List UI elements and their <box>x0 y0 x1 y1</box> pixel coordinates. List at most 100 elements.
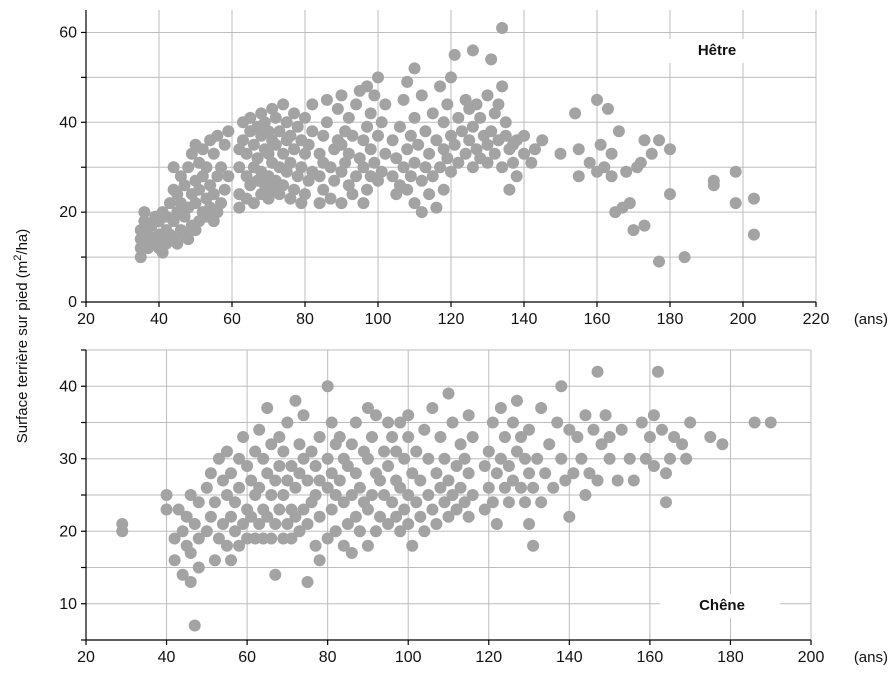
data-point <box>466 120 479 133</box>
data-point <box>339 156 352 169</box>
data-point <box>208 554 221 567</box>
data-point <box>261 510 274 523</box>
data-point <box>653 255 666 268</box>
data-point <box>378 489 391 501</box>
data-point <box>426 503 439 516</box>
data-point <box>393 120 406 133</box>
data-point <box>253 481 266 494</box>
panel-label-background <box>660 594 780 618</box>
data-point <box>324 161 337 174</box>
data-point <box>171 237 184 250</box>
data-point <box>494 402 507 414</box>
data-point <box>182 233 195 246</box>
data-point <box>418 525 431 538</box>
data-point <box>527 481 540 494</box>
data-point <box>245 474 258 487</box>
data-point <box>404 129 417 142</box>
data-point <box>415 174 428 187</box>
data-point <box>398 452 411 465</box>
data-point <box>474 111 487 124</box>
data-point <box>335 197 348 210</box>
data-point <box>167 215 180 228</box>
data-point <box>454 481 467 494</box>
data-point <box>567 467 580 480</box>
data-point <box>220 445 233 458</box>
x-tick-label: 40 <box>158 649 176 666</box>
data-point <box>196 143 209 156</box>
data-point <box>583 467 596 480</box>
data-point <box>293 438 306 451</box>
data-point <box>655 423 668 436</box>
data-point <box>237 518 250 530</box>
data-point <box>302 138 315 151</box>
data-point <box>422 489 435 501</box>
data-point <box>490 518 503 530</box>
data-point <box>452 111 465 124</box>
panel-label: Hêtre <box>698 42 736 59</box>
data-point <box>523 423 536 436</box>
data-point <box>215 161 228 174</box>
data-point <box>211 206 224 219</box>
data-point <box>361 503 374 516</box>
data-point <box>374 474 387 487</box>
data-point <box>402 518 415 530</box>
data-point <box>168 532 181 545</box>
data-point <box>623 197 636 210</box>
panel-label-background <box>660 39 775 63</box>
data-point <box>591 365 604 378</box>
data-point <box>572 170 585 183</box>
data-point <box>455 125 468 138</box>
y-tick-label: 0 <box>68 294 77 311</box>
data-point <box>220 539 233 552</box>
data-point <box>747 228 760 241</box>
data-point <box>445 129 457 142</box>
data-point <box>466 489 479 501</box>
data-point <box>289 481 302 494</box>
data-point <box>342 179 355 192</box>
data-point <box>370 409 382 422</box>
data-point <box>555 380 568 393</box>
y-tick-label: 10 <box>59 596 77 613</box>
data-point <box>445 165 457 178</box>
data-point <box>301 474 314 487</box>
data-point <box>335 89 348 102</box>
data-point <box>293 467 306 480</box>
data-point <box>401 75 414 88</box>
data-point <box>523 467 536 480</box>
data-point <box>324 192 337 205</box>
data-point <box>496 21 509 34</box>
data-point <box>178 210 191 223</box>
data-point <box>220 489 233 501</box>
data-point <box>438 452 451 465</box>
data-point <box>426 107 439 120</box>
data-point <box>442 510 455 523</box>
data-point <box>518 129 530 142</box>
data-point <box>216 518 229 530</box>
data-point <box>357 134 370 147</box>
data-point <box>317 183 330 196</box>
data-point <box>651 365 664 378</box>
data-point <box>523 518 536 530</box>
data-point <box>498 431 511 443</box>
data-point <box>163 197 176 210</box>
data-point <box>269 111 282 124</box>
data-point <box>390 445 403 458</box>
data-point <box>390 188 403 201</box>
data-point <box>594 138 607 151</box>
data-point <box>415 206 428 219</box>
data-point <box>496 161 509 174</box>
data-point <box>207 215 220 228</box>
data-point <box>353 525 366 538</box>
data-point <box>341 518 354 530</box>
data-point <box>639 452 652 465</box>
data-point <box>572 143 585 156</box>
data-point <box>627 474 640 487</box>
data-point <box>563 423 576 436</box>
data-point <box>378 445 391 458</box>
data-point <box>423 147 436 160</box>
data-point <box>410 445 423 458</box>
data-point <box>531 452 544 465</box>
data-point <box>623 452 636 465</box>
data-point <box>386 431 399 443</box>
data-point <box>764 416 777 429</box>
